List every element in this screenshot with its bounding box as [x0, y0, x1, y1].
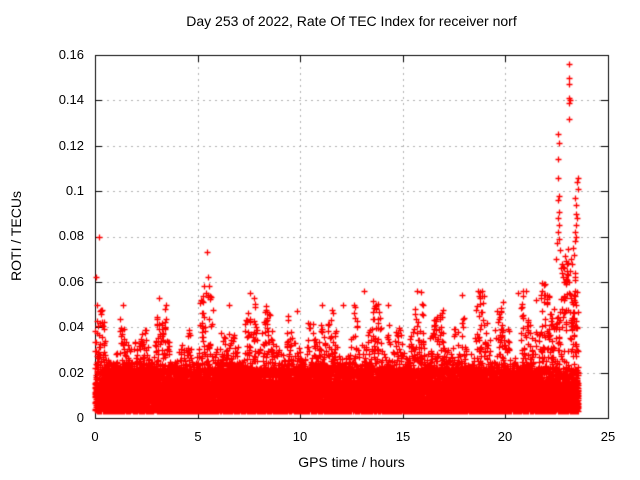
- y-tick-label-0: 0: [76, 410, 84, 425]
- x-axis-title: GPS time / hours: [298, 454, 405, 470]
- y-tick-label-014: 0.14: [58, 92, 84, 107]
- y-tick-label-012: 0.12: [58, 138, 84, 153]
- y-tick-label-01: 0.1: [65, 183, 84, 198]
- x-tick-label-15: 15: [395, 429, 411, 444]
- y-tick-label-016: 0.16: [58, 47, 84, 62]
- x-tick-label-20: 20: [497, 429, 513, 444]
- chart-title: Day 253 of 2022, Rate Of TEC Index for r…: [186, 13, 517, 29]
- y-tick-label-004: 0.04: [58, 319, 84, 334]
- x-tick-label-10: 10: [292, 429, 308, 444]
- y-tick-label-002: 0.02: [58, 365, 84, 380]
- x-tick-label-0: 0: [91, 429, 99, 444]
- x-tick-label-25: 25: [600, 429, 616, 444]
- y-tick-label-008: 0.08: [58, 228, 84, 243]
- x-tick-label-5: 5: [194, 429, 202, 444]
- y-axis-title: ROTI / TECUs: [8, 191, 24, 281]
- y-tick-label-006: 0.06: [58, 274, 84, 289]
